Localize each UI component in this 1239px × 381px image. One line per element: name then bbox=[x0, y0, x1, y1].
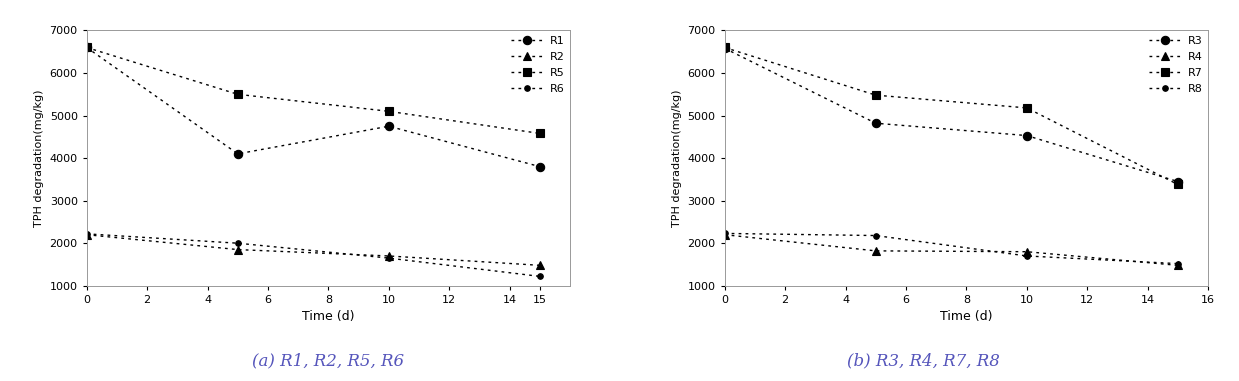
X-axis label: Time (d): Time (d) bbox=[940, 311, 992, 323]
Legend: R1, R2, R5, R6: R1, R2, R5, R6 bbox=[508, 33, 567, 98]
R5 bbox=[533, 131, 548, 136]
R4 bbox=[1020, 250, 1035, 254]
R4 bbox=[869, 248, 883, 253]
R6 bbox=[382, 256, 396, 260]
R7 bbox=[1171, 182, 1186, 187]
R1 bbox=[533, 164, 548, 169]
Y-axis label: TPH degradation(mg/kg): TPH degradation(mg/kg) bbox=[672, 90, 681, 227]
R2 bbox=[230, 247, 245, 252]
R1 bbox=[382, 124, 396, 128]
Y-axis label: TPH degradation(mg/kg): TPH degradation(mg/kg) bbox=[33, 90, 45, 227]
R2 bbox=[79, 232, 94, 237]
R6 bbox=[533, 274, 548, 279]
R5 bbox=[230, 92, 245, 96]
R1 bbox=[230, 152, 245, 156]
R7 bbox=[869, 93, 883, 98]
Line: R5: R5 bbox=[83, 43, 544, 138]
Line: R3: R3 bbox=[721, 44, 1182, 186]
R4 bbox=[1171, 263, 1186, 267]
R3 bbox=[717, 46, 732, 51]
R7 bbox=[717, 45, 732, 50]
R8 bbox=[1171, 261, 1186, 266]
R8 bbox=[1020, 254, 1035, 258]
X-axis label: Time (d): Time (d) bbox=[302, 311, 354, 323]
R6 bbox=[230, 241, 245, 245]
R1 bbox=[79, 45, 94, 50]
Line: R1: R1 bbox=[83, 43, 544, 171]
R8 bbox=[717, 231, 732, 236]
Line: R7: R7 bbox=[721, 43, 1182, 189]
Line: R4: R4 bbox=[721, 231, 1182, 269]
Line: R6: R6 bbox=[84, 231, 543, 279]
R5 bbox=[382, 109, 396, 114]
R3 bbox=[1171, 179, 1186, 184]
R3 bbox=[869, 121, 883, 125]
R3 bbox=[1020, 133, 1035, 138]
Legend: R3, R4, R7, R8: R3, R4, R7, R8 bbox=[1145, 33, 1206, 98]
R2 bbox=[382, 254, 396, 258]
R2 bbox=[533, 263, 548, 267]
R7 bbox=[1020, 106, 1035, 110]
Line: R2: R2 bbox=[83, 231, 544, 269]
Text: (a) R1, R2, R5, R6: (a) R1, R2, R5, R6 bbox=[253, 353, 404, 370]
Line: R8: R8 bbox=[722, 231, 1181, 266]
R5 bbox=[79, 45, 94, 50]
R4 bbox=[717, 232, 732, 237]
R6 bbox=[79, 232, 94, 236]
R8 bbox=[869, 233, 883, 238]
Text: (b) R3, R4, R7, R8: (b) R3, R4, R7, R8 bbox=[846, 353, 1000, 370]
